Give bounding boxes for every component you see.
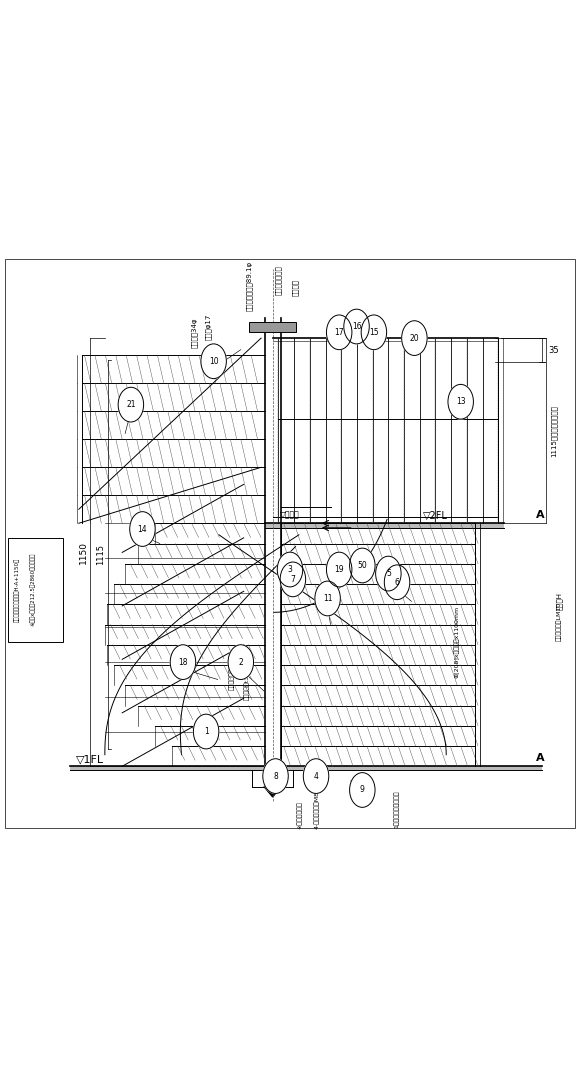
Text: 1: 1: [204, 727, 208, 736]
Text: 1115: 1115: [96, 544, 106, 565]
Text: 耗材裏面材t36: 耗材裏面材t36: [244, 671, 249, 700]
Bar: [264, 523, 504, 528]
Text: 1115（登り口手すり）: 1115（登り口手すり）: [550, 404, 557, 457]
Polygon shape: [264, 787, 281, 797]
Ellipse shape: [402, 321, 427, 355]
Text: 21: 21: [126, 400, 136, 409]
Ellipse shape: [361, 315, 387, 350]
Ellipse shape: [350, 773, 375, 808]
Text: 手すりφ17: 手すりφ17: [205, 313, 211, 340]
Text: 9: 9: [360, 786, 365, 795]
Text: 5: 5: [386, 570, 391, 578]
Ellipse shape: [263, 759, 288, 794]
Ellipse shape: [280, 562, 306, 597]
Text: ▽降り場: ▽降り場: [280, 511, 300, 520]
Text: 1段目踏面支持ボール: 1段目踏面支持ボール: [394, 791, 400, 828]
Text: 4-ニューチボルM8: 4-ニューチボルM8: [314, 790, 320, 828]
Text: 19: 19: [334, 565, 344, 574]
Ellipse shape: [170, 645, 195, 679]
Ellipse shape: [385, 565, 410, 600]
Text: 11: 11: [323, 594, 332, 603]
Ellipse shape: [350, 548, 375, 583]
Text: ▽2FL: ▽2FL: [423, 511, 448, 521]
Text: スチール34φ: スチール34φ: [191, 317, 198, 348]
Text: ▽1FL: ▽1FL: [76, 754, 104, 764]
Text: センターボール（範囲H-A+1150）: センターボール（範囲H-A+1150）: [14, 558, 20, 622]
Text: ボールキャップ: ボールキャップ: [275, 265, 282, 295]
Ellipse shape: [344, 309, 369, 343]
Text: 14: 14: [137, 525, 147, 534]
Text: 13: 13: [456, 397, 466, 407]
Text: 20: 20: [409, 334, 419, 342]
Text: 6: 6: [394, 578, 400, 587]
Bar: [8, 538, 63, 641]
Text: 18: 18: [178, 658, 188, 666]
Bar: [249, 322, 296, 333]
Text: 17: 17: [334, 328, 344, 337]
Text: 工事用口: 工事用口: [292, 278, 299, 296]
Text: コーナー洗濯LM10: コーナー洗濯LM10: [556, 602, 562, 641]
Text: 15: 15: [369, 328, 379, 337]
Text: ⊕[208]x（３ニ）x1100mm: ⊕[208]x（３ニ）x1100mm: [454, 605, 459, 678]
Text: 50: 50: [357, 561, 367, 570]
Ellipse shape: [118, 387, 144, 422]
Ellipse shape: [327, 315, 352, 350]
Bar: [70, 766, 542, 771]
Ellipse shape: [376, 557, 401, 591]
Text: ※図中x寸法は212.5～2860の間変動す: ※図中x寸法は212.5～2860の間変動す: [30, 553, 35, 626]
Text: 3: 3: [288, 565, 292, 574]
Text: 2: 2: [238, 658, 243, 666]
Ellipse shape: [315, 582, 340, 616]
Ellipse shape: [201, 343, 226, 378]
Text: A: A: [536, 753, 545, 763]
Ellipse shape: [303, 759, 329, 794]
Ellipse shape: [228, 645, 253, 679]
Ellipse shape: [130, 512, 155, 547]
Ellipse shape: [327, 552, 352, 587]
Text: 8: 8: [273, 772, 278, 780]
Text: 35: 35: [549, 346, 559, 354]
Text: 耗材裏面材ニック: 耗材裏面材ニック: [229, 661, 235, 690]
Text: 4: 4: [314, 772, 318, 780]
Text: 1150: 1150: [79, 540, 88, 564]
Ellipse shape: [277, 552, 303, 587]
Text: 手すりH: 手すりH: [556, 592, 563, 611]
Text: 7: 7: [291, 575, 295, 584]
Text: A: A: [536, 511, 545, 521]
Text: 16: 16: [351, 322, 361, 332]
Text: 10: 10: [209, 357, 219, 365]
Text: センターボール89.1φ: センターボール89.1φ: [246, 261, 253, 311]
Text: ※下端塔盤必要: ※下端塔盤必要: [296, 801, 302, 829]
Ellipse shape: [448, 385, 473, 420]
Ellipse shape: [193, 714, 219, 749]
